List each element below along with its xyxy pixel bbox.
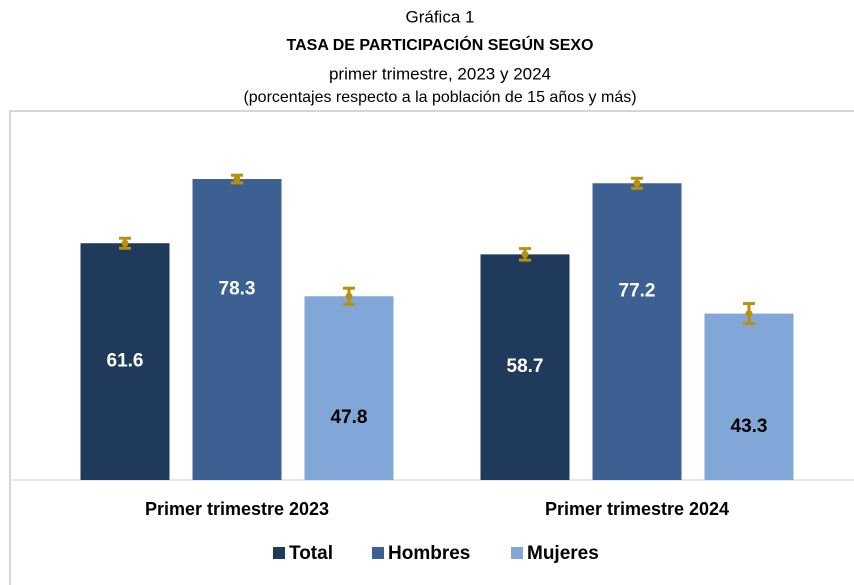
legend-label: Hombres: [388, 543, 470, 564]
error-bar-center: [633, 179, 641, 187]
frame: [9, 110, 854, 585]
data-label: 47.8: [331, 407, 368, 428]
legend-label: Mujeres: [527, 543, 599, 564]
chart-subtitle: primer trimestre, 2023 y 2024: [329, 64, 551, 83]
error-bar-center: [121, 239, 129, 247]
chart-label: Gráfica 1: [406, 7, 475, 26]
bar: [304, 296, 394, 480]
data-label: 78.3: [219, 279, 256, 300]
bar: [480, 254, 570, 480]
x-tick-label: Primer trimestre 2023: [145, 499, 329, 519]
bar: [192, 179, 282, 481]
legend-swatch: [511, 547, 523, 559]
bar: [704, 313, 794, 480]
data-label: 58.7: [507, 356, 544, 377]
x-tick-label: Primer trimestre 2024: [545, 499, 729, 519]
error-bar-center: [345, 292, 353, 300]
data-label: 43.3: [731, 416, 768, 437]
error-bar-center: [233, 175, 241, 183]
legend-label: Total: [289, 543, 333, 564]
bar: [592, 183, 682, 480]
chart-note: (porcentajes respecto a la población de …: [243, 89, 636, 106]
legend-swatch: [372, 547, 384, 559]
data-label: 77.2: [619, 281, 656, 302]
chart-title: TASA DE PARTICIPACIÓN SEGÚN SEXO: [287, 35, 594, 54]
legend-swatch: [273, 547, 285, 559]
bar: [80, 243, 170, 480]
error-bar-center: [521, 250, 529, 258]
data-label: 61.6: [107, 351, 144, 372]
error-bar-center: [745, 310, 753, 318]
